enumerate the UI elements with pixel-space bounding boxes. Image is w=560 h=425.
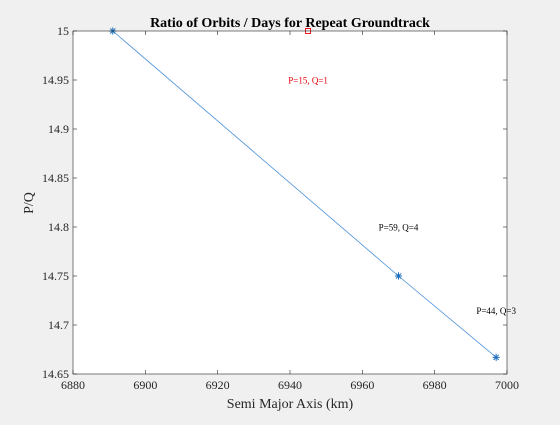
x-tick-label: 6920 — [206, 378, 230, 392]
y-tick-label: 14.9 — [48, 122, 69, 136]
x-tick-label: 6940 — [278, 378, 302, 392]
y-tick-label: 14.95 — [42, 73, 69, 87]
x-axis-ticks: 6880 6900 6920 6940 6960 6980 7000 — [61, 31, 519, 392]
y-tick-label: 14.85 — [42, 171, 69, 185]
asterisk-marker — [394, 272, 403, 280]
x-tick-label: 6880 — [61, 378, 85, 392]
x-axis-label: Semi Major Axis (km) — [227, 397, 354, 412]
annotation-label: P=44, Q=3 — [476, 306, 516, 316]
y-tick-label: 14.8 — [48, 220, 69, 234]
plot-area — [73, 31, 507, 374]
x-tick-label: 6980 — [423, 378, 447, 392]
x-tick-label: 6960 — [350, 378, 374, 392]
y-tick-label: 14.65 — [42, 367, 69, 381]
annotations: P=15, Q=1 P=59, Q=4 P=44, Q=3 — [288, 76, 516, 316]
x-tick-label: 6900 — [133, 378, 157, 392]
y-axis-label: P/Q — [22, 192, 37, 214]
asterisk-marker — [492, 353, 500, 361]
y-axis-ticks: 14.65 14.7 14.75 14.8 14.85 14.9 14.95 15 — [42, 24, 507, 381]
annotation-label: P=59, Q=4 — [379, 223, 419, 233]
y-tick-label: 14.75 — [42, 269, 69, 283]
chart-title: Ratio of Orbits / Days for Repeat Ground… — [150, 16, 430, 31]
y-tick-label: 15 — [57, 24, 69, 38]
data-marks — [109, 27, 500, 361]
x-tick-label: 7000 — [495, 378, 519, 392]
annotation-label: P=15, Q=1 — [288, 76, 328, 86]
y-tick-label: 14.7 — [48, 318, 69, 332]
